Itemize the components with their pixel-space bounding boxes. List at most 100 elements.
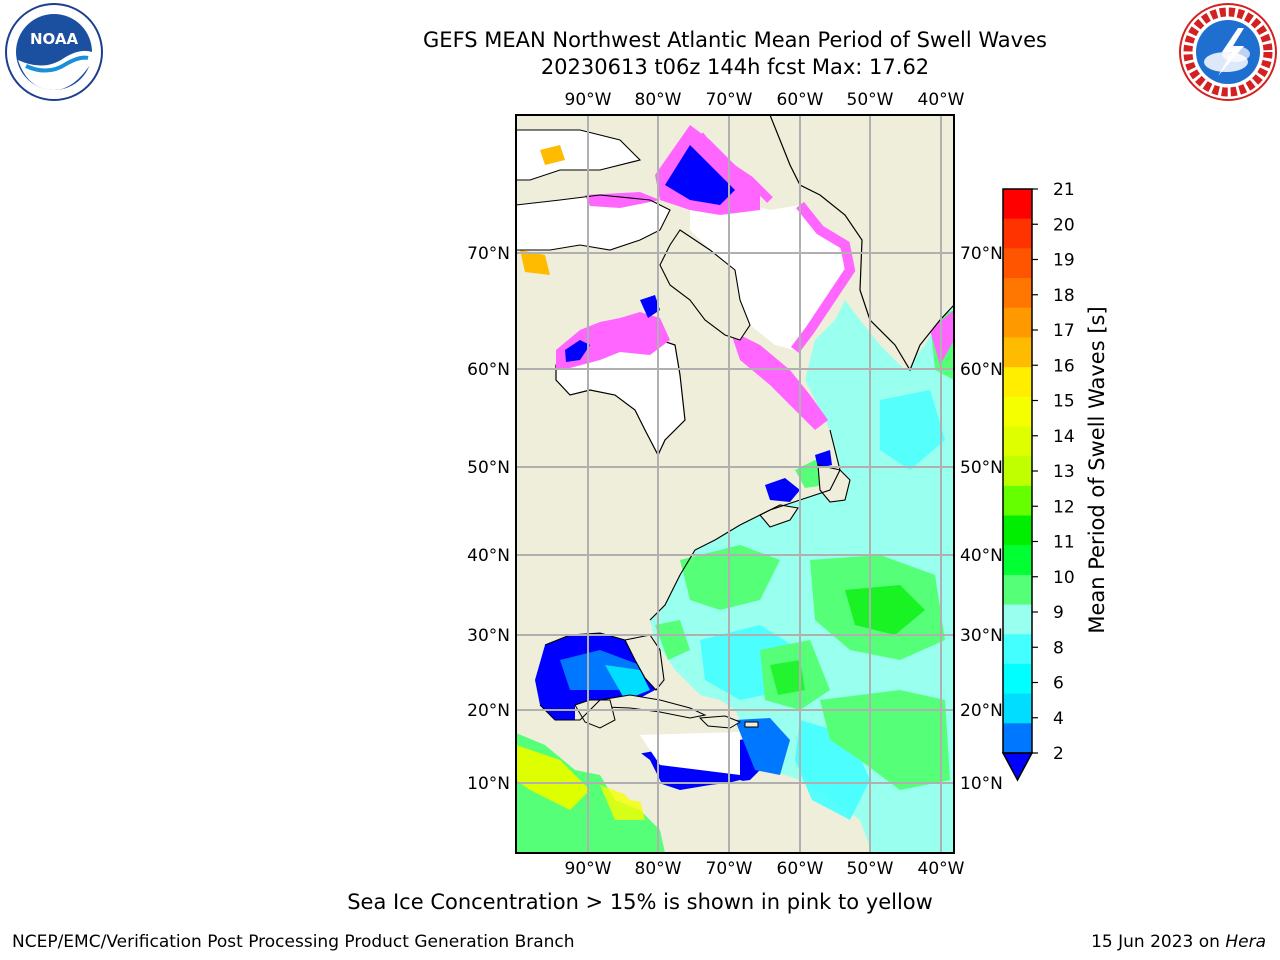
colorbar-swatch [1003,337,1032,368]
lat-labels-left: 70°N 60°N 50°N 40°N 30°N 20°N 10°N [467,244,510,794]
colorbar-tick-label: 19 [1053,251,1075,271]
coastline [649,429,841,621]
colorbar-tick-label: 17 [1053,321,1075,341]
map-frame [515,114,955,854]
caption: Sea Ice Concentration > 15% is shown in … [347,890,933,914]
colorbar-swatch [1003,723,1032,754]
lat-label: 20°N [960,701,1003,721]
lat-label: 70°N [467,244,510,264]
gulf-patch-cyan [605,665,650,700]
colorbar-tick-label: 12 [1053,497,1075,517]
colorbar-tick-label: 4 [1053,709,1064,729]
colorbar-tick-label: 9 [1053,603,1064,623]
lat-label: 50°N [960,458,1003,478]
colorbar-tick-label: 15 [1053,392,1075,412]
colorbar-under-extension [1001,752,1034,782]
sea-ice-hudson-core [640,295,660,318]
chart-title: GEFS MEAN Northwest Atlantic Mean Period… [423,28,1047,52]
colorbar-swatch [1003,485,1032,517]
lon-label: 70°W [706,90,753,110]
colorbar-swatch [1003,604,1032,635]
greenland-land [769,115,954,372]
colorbar-swatch [1003,426,1032,457]
sea-ice-hudson-core [565,340,590,362]
south-america-land [665,780,872,853]
footer-machine: Hera [1225,932,1266,952]
colorbar-tick-label: 11 [1053,533,1075,553]
coastline [516,129,642,181]
footer-credit: NCEP/EMC/Verification Post Processing Pr… [12,932,575,952]
swell-zone-bright-green [770,660,805,695]
colorbar-tick-label: 18 [1053,286,1075,306]
colorbar-swatch [1003,515,1032,546]
sea-ice-labrador [730,330,828,430]
puerto-rico-island [744,721,759,728]
colorbar-swatch [1003,574,1032,606]
lat-label: 70°N [960,244,1003,264]
lon-label: 50°W [847,859,894,879]
lat-label: 30°N [467,626,510,646]
pacific-patch-yellow [600,785,645,820]
colorbar-tick-label: 16 [1053,356,1075,376]
colorbar-swatch [1003,545,1032,576]
sea-ice-hudson [556,312,670,368]
sea-ice-north-core [665,145,735,205]
colorbar-label: Mean Period of Swell Waves [s] [1085,306,1109,633]
map-area [516,115,954,853]
colorbar: 21 20 19 18 17 16 15 14 13 12 11 10 9 8 6 4 2 [1001,180,1075,782]
colorbar-tick-label: 2 [1053,744,1064,764]
colorbar-swatch [1003,218,1032,249]
map-gridlines [516,115,954,853]
lon-labels-bottom: 90°W 80°W 70°W 60°W 50°W 40°W [565,859,965,879]
colorbar-tick-label: 13 [1053,462,1075,482]
lat-label: 20°N [467,701,510,721]
sea-ice-arctic-orange [520,250,550,275]
arctic-channels [516,195,670,250]
sea-ice-arctic [585,192,660,208]
lat-label: 50°N [467,458,510,478]
lon-label: 50°W [847,90,894,110]
gulf-st-lawrence [765,478,800,502]
caribbean-white-area [640,732,740,775]
lon-labels-top: 90°W 80°W 70°W 60°W 50°W 40°W [565,90,965,110]
chart-subtitle: 20230613 t06z 144h fcst Max: 17.62 [540,55,930,79]
coastline [516,194,671,251]
colorbar-swatch [1003,634,1032,665]
colorbar-tick-label: 14 [1053,427,1075,447]
swell-patch-cyan [880,390,945,470]
colorbar-tick-label: 20 [1053,215,1075,235]
lon-label: 40°W [918,90,965,110]
lat-label: 10°N [467,774,510,794]
colorbar-swatch [1003,189,1032,220]
colorbar-swatch [1003,248,1032,279]
florida-peninsula [624,634,665,691]
caribbean-patch-blue [735,718,790,775]
lon-label: 40°W [918,859,965,879]
sea-ice-baffin-rim [791,201,856,353]
lon-label: 60°W [777,90,824,110]
colorbar-swatch [1003,307,1032,338]
lat-label: 10°N [960,774,1003,794]
lon-label: 70°W [706,859,753,879]
yucatan-land [574,699,616,729]
baffin-island [659,229,751,341]
swell-zone-green [655,620,690,660]
cuba-island [599,694,707,719]
footer-date: 15 Jun 2023 on Hera [1091,932,1266,952]
pacific-patch-yellow [516,745,590,810]
lat-labels-right: 70°N 60°N 50°N 40°N 30°N 20°N 10°N [960,244,1003,794]
colorbar-swatch [1003,663,1032,695]
colorbar-swatch [1003,278,1032,309]
lon-label: 80°W [635,90,682,110]
lat-label: 30°N [960,626,1003,646]
colorbar-swatch [1003,367,1032,398]
lon-label: 90°W [565,90,612,110]
nws-logo [1179,3,1277,101]
lat-label: 60°N [467,360,510,380]
colorbar-tick-label: 10 [1053,568,1075,588]
swell-zone-green [820,690,950,790]
svg-text:NOAA: NOAA [30,30,79,48]
colorbar-tick-label: 21 [1053,180,1075,200]
footer-date-text: 15 Jun 2023 on [1091,932,1226,952]
